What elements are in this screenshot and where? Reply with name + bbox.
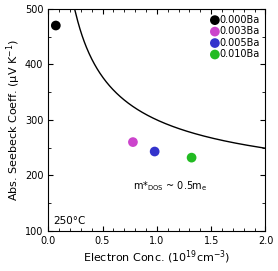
Text: m*$_\mathrm{DOS}$ ~ 0.5m$_\mathrm{e}$: m*$_\mathrm{DOS}$ ~ 0.5m$_\mathrm{e}$ — [133, 179, 207, 193]
X-axis label: Electron Conc. (10$^{19}$cm$^{-3}$): Electron Conc. (10$^{19}$cm$^{-3}$) — [83, 249, 230, 266]
Legend: 0.000Ba, 0.003Ba, 0.005Ba, 0.010Ba: 0.000Ba, 0.003Ba, 0.005Ba, 0.010Ba — [212, 14, 260, 60]
0.005Ba — [152, 149, 157, 154]
Y-axis label: Abs. Seebeck Coeff. (μV K$^{-1}$): Abs. Seebeck Coeff. (μV K$^{-1}$) — [5, 39, 23, 201]
0.000Ba — [54, 23, 58, 28]
0.010Ba — [189, 156, 194, 160]
Text: 250°C: 250°C — [54, 217, 86, 227]
0.003Ba — [131, 140, 135, 144]
